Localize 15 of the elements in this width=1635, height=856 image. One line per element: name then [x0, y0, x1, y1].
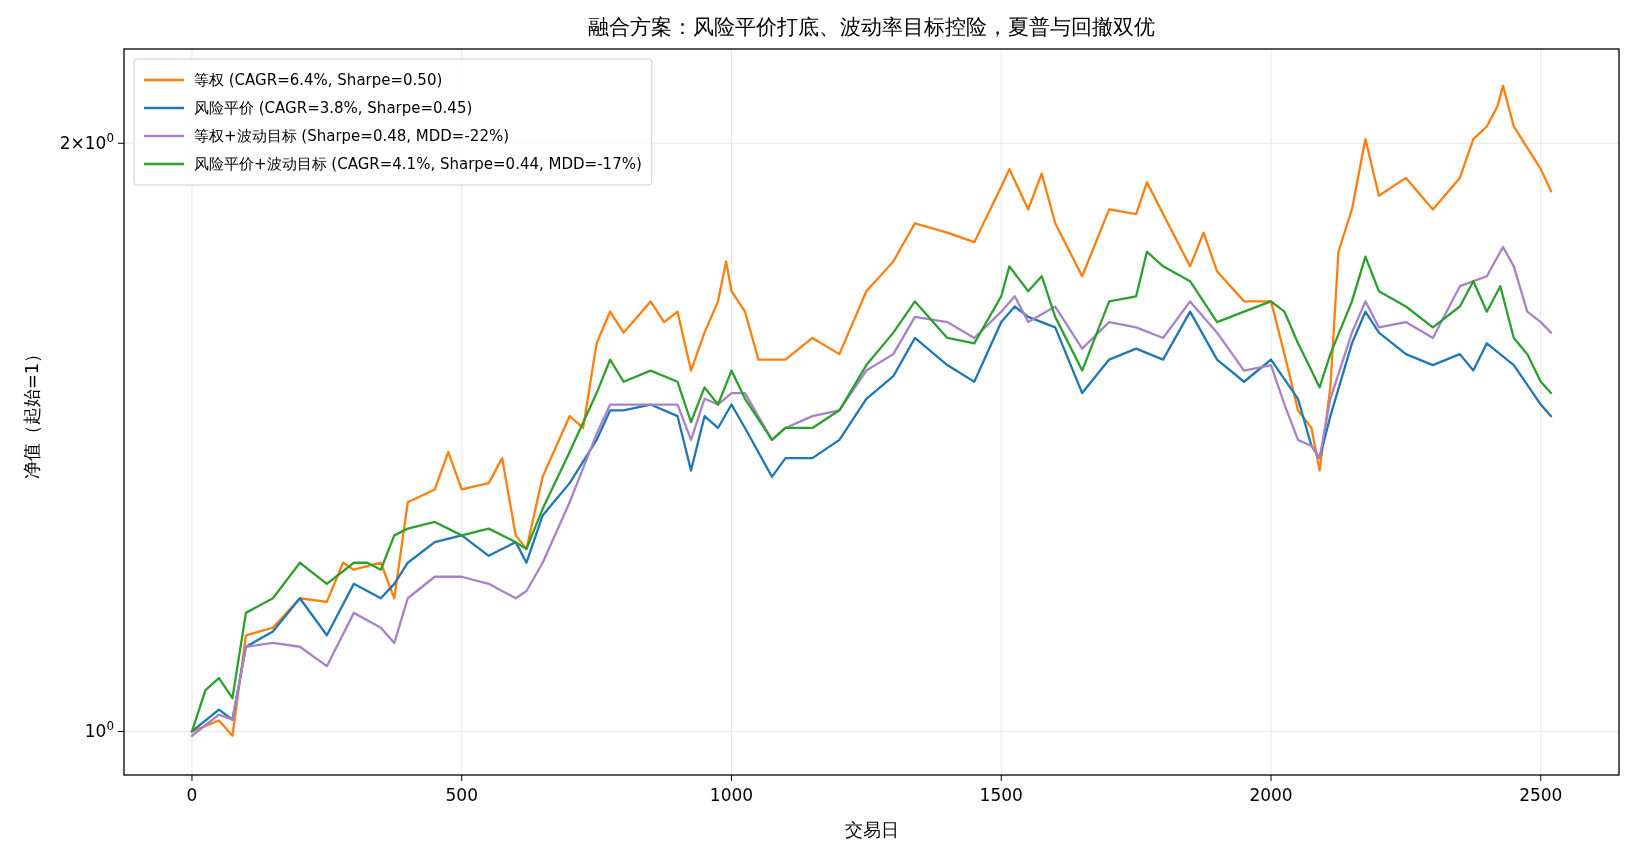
ytick: 2×10$^{0}$ [59, 131, 114, 154]
xtick: 1000 [709, 785, 754, 805]
title: 融合方案：风险平价打底、波动率目标控险，夏普与回撤双优 [588, 15, 1155, 39]
legend-label: 风险平价 (CAGR=3.8%, Sharpe=0.45) [194, 99, 473, 117]
ytick: 10$^{0}$ [84, 719, 114, 742]
legend-label: 风险平价+波动目标 (CAGR=4.1%, Sharpe=0.44, MDD=-17%) [194, 155, 642, 173]
xtick: 500 [445, 785, 478, 805]
xtick: 2500 [1519, 785, 1563, 805]
xtick: 0 [186, 785, 198, 805]
xtick: 1500 [979, 785, 1023, 805]
xlabel: 交易日 [844, 819, 899, 840]
legend-label: 等权 (CAGR=6.4%, Sharpe=0.50) [194, 71, 443, 89]
legend-label: 等权+波动目标 (Sharpe=0.48, MDD=-22%) [194, 127, 510, 145]
xtick: 2000 [1249, 785, 1293, 805]
ylabel: 净值（起始=1） [21, 344, 42, 480]
